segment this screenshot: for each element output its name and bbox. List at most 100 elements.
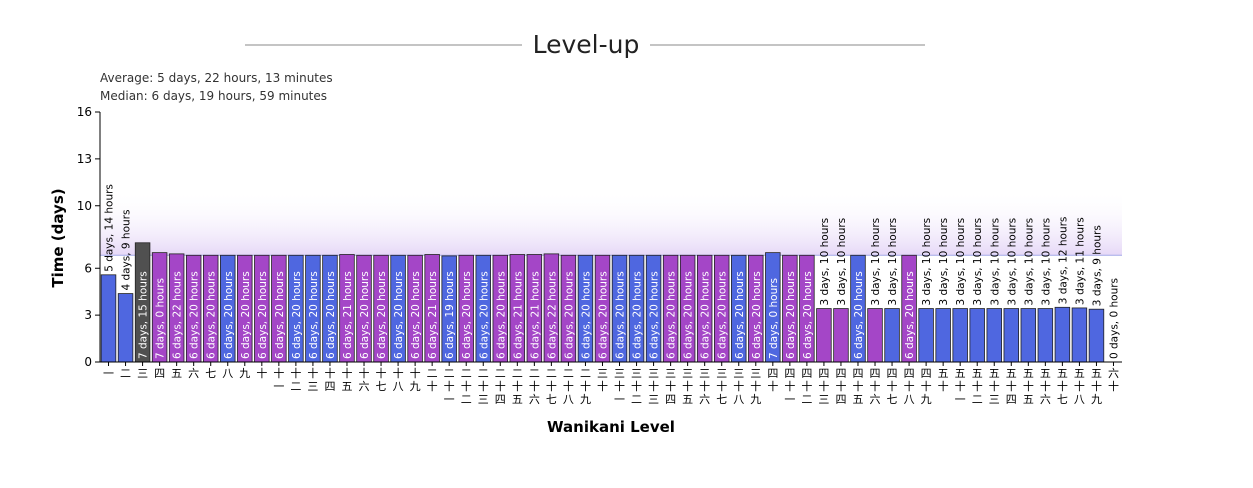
bar-value-label: 6 days, 20 hours — [904, 271, 916, 359]
x-tick-label: 二 — [120, 367, 131, 380]
bar-level-52 — [969, 308, 985, 363]
bar-value-label: 6 days, 21 hours — [342, 271, 354, 359]
bar-value-label: 6 days, 20 hours — [206, 271, 218, 359]
bar-level-49 — [918, 308, 934, 363]
x-tick-label: 五十五 — [1023, 367, 1034, 406]
x-tick-label: 六十 — [1108, 367, 1119, 393]
bar-value-label: 6 days, 20 hours — [189, 271, 201, 359]
bar-value-label: 6 days, 20 hours — [274, 271, 286, 359]
x-tick-label: 四十九 — [921, 367, 932, 406]
x-tick-label: 三十六 — [699, 367, 710, 406]
bar-value-label: 6 days, 20 hours — [240, 271, 252, 359]
bar-level-54 — [1003, 308, 1020, 363]
bar-value-label: 3 days, 10 hours — [870, 218, 882, 306]
x-tick-label: 三十二 — [631, 367, 642, 406]
bar-value-label: 6 days, 20 hours — [308, 271, 320, 359]
x-tick-label: 八 — [222, 367, 233, 380]
x-tick-label: 四十一 — [784, 367, 795, 406]
x-tick-label: 五十九 — [1091, 367, 1102, 406]
bar-level-51 — [952, 308, 968, 363]
x-tick-label: 十八 — [393, 366, 404, 393]
y-tick-label: 10 — [77, 199, 92, 213]
bar-value-label: 6 days, 21 hours — [529, 271, 541, 359]
bar-value-label: 6 days, 20 hours — [853, 271, 865, 359]
x-tick-label: 十三 — [307, 366, 318, 393]
bar-value-label: 3 days, 10 hours — [1023, 218, 1035, 306]
x-tick-label: 十二 — [290, 366, 301, 393]
bar-value-label: 6 days, 20 hours — [563, 271, 575, 359]
bar-value-label: 6 days, 20 hours — [615, 271, 627, 359]
x-tick-label: 二十八 — [563, 367, 574, 406]
x-tick-label: 四十五 — [852, 367, 863, 406]
x-tick-label: 二十九 — [580, 367, 591, 406]
x-tick-label: 九 — [239, 367, 250, 380]
x-axis: 一二三四五六七八九十十一十二十三十四十五十六十七十八十九二十二十一二十二二十三二… — [100, 361, 1122, 406]
bar-value-label: 3 days, 10 hours — [1006, 218, 1018, 306]
bar-value-label: 3 days, 10 hours — [938, 218, 950, 306]
x-tick-label: 一 — [103, 367, 114, 380]
bar-value-label: 3 days, 9 hours — [1091, 225, 1103, 306]
x-tick-label: 十四 — [324, 366, 335, 393]
bar-level-58 — [1071, 307, 1088, 363]
bar-value-label: 6 days, 20 hours — [717, 271, 729, 359]
x-tick-label: 四十二 — [801, 367, 812, 406]
bar-value-label: 6 days, 20 hours — [751, 271, 763, 359]
x-tick-label: 二十五 — [512, 367, 523, 406]
y-tick-label: 13 — [77, 152, 92, 166]
x-tick-label: 三十九 — [750, 367, 761, 406]
median-band — [100, 190, 1122, 256]
bar-value-label: 6 days, 20 hours — [376, 271, 388, 359]
bar-level-57 — [1054, 306, 1071, 363]
bar-value-label: 6 days, 20 hours — [257, 271, 269, 359]
bar-value-label: 6 days, 20 hours — [223, 271, 235, 359]
bar-value-label: 7 days, 15 hours — [138, 271, 150, 359]
x-tick-label: 三十七 — [716, 367, 727, 406]
x-tick-label: 五 — [171, 367, 182, 380]
y-tick-label: 16 — [77, 105, 92, 119]
x-tick-label: 三十八 — [733, 367, 744, 406]
x-axis-label: Wanikani Level — [547, 418, 675, 436]
bar-value-label: 6 days, 21 hours — [512, 271, 524, 359]
bar-value-label: 6 days, 20 hours — [291, 271, 303, 359]
bar-value-label: 6 days, 21 hours — [427, 271, 439, 359]
x-tick-label: 十五 — [341, 366, 352, 393]
y-tick-label: 6 — [84, 261, 92, 275]
bar-level-1 — [100, 274, 117, 363]
y-tick-label: 3 — [84, 308, 92, 322]
bar-value-label: 6 days, 20 hours — [734, 271, 746, 359]
x-tick-label: 二十一 — [444, 367, 455, 406]
x-tick-label: 五十六 — [1040, 367, 1051, 406]
x-tick-label: 三十三 — [648, 367, 659, 406]
x-tick-label: 四十八 — [904, 367, 915, 406]
bar-value-label: 7 days, 0 hours — [155, 278, 167, 359]
bar-value-label: 6 days, 20 hours — [597, 271, 609, 359]
x-tick-label: 四十 — [767, 367, 778, 393]
bar-value-label: 3 days, 11 hours — [1074, 217, 1086, 305]
bar-level-59 — [1088, 308, 1105, 363]
x-tick-label: 二十三 — [478, 367, 489, 406]
x-tick-label: 四十七 — [887, 367, 898, 406]
bar-value-label: 4 days, 9 hours — [121, 210, 133, 291]
bar-value-label: 6 days, 20 hours — [649, 271, 661, 359]
x-tick-label: 十 — [256, 366, 267, 380]
bar-value-label: 3 days, 10 hours — [819, 218, 831, 306]
bar-value-label: 6 days, 20 hours — [495, 271, 507, 359]
x-tick-label: 十六 — [359, 366, 370, 393]
bar-level-47 — [884, 308, 900, 363]
bar-value-label: 6 days, 20 hours — [632, 271, 644, 359]
bar-value-label: 0 days, 0 hours — [1108, 278, 1120, 359]
bar-value-label: 6 days, 20 hours — [359, 271, 371, 359]
bar-level-43 — [816, 308, 832, 363]
x-tick-label: 四 — [154, 367, 165, 380]
x-tick-label: 三十四 — [665, 367, 676, 406]
y-axis: 0 3 6 10 13 16 — [77, 105, 101, 369]
bar-value-label: 5 days, 14 hours — [104, 184, 116, 272]
bar-level-50 — [935, 308, 951, 363]
x-tick-label: 三十五 — [682, 367, 693, 406]
y-tick-label: 0 — [84, 355, 92, 369]
x-tick-label: 二十二 — [461, 367, 472, 406]
bar-value-label: 6 days, 20 hours — [785, 271, 797, 359]
bar-level-2 — [117, 293, 134, 363]
bar-value-label: 6 days, 20 hours — [666, 271, 678, 359]
